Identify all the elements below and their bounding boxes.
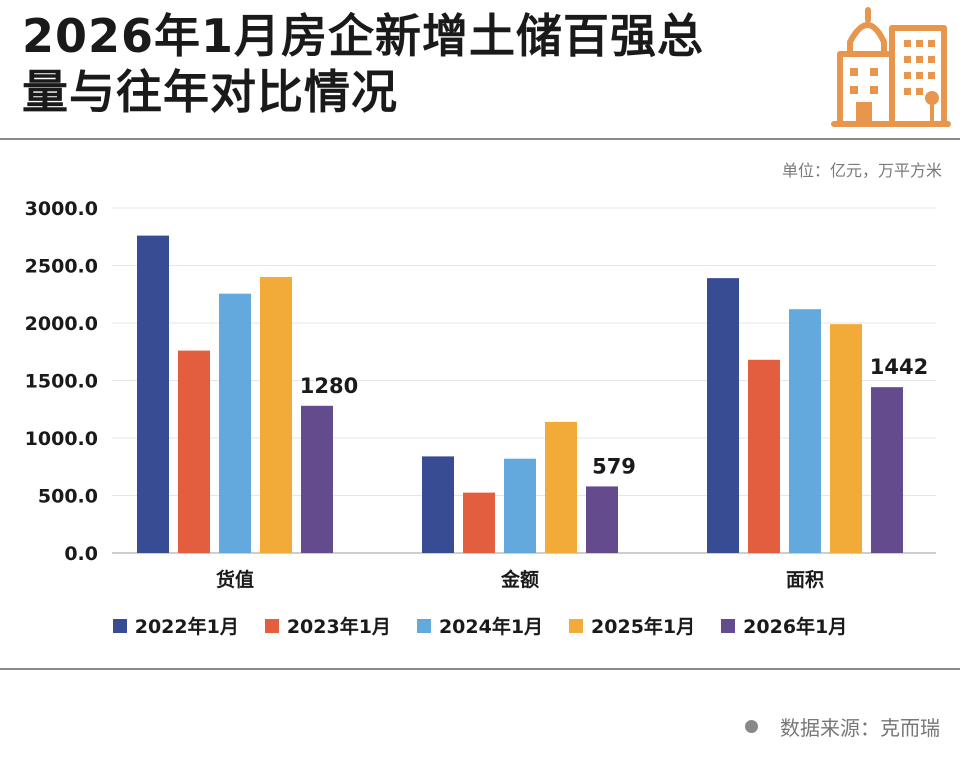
- bar: [463, 492, 495, 553]
- y-tick-label: 500.0: [38, 486, 98, 508]
- bar: [586, 486, 618, 553]
- chart-title: 2026年1月房企新增土储百强总 量与往年对比情况: [22, 8, 812, 120]
- legend-swatch: [112, 618, 127, 633]
- y-tick-label: 1000.0: [25, 428, 98, 450]
- source-text: 数据来源：克而瑞: [780, 716, 940, 740]
- legend-swatch: [721, 618, 736, 633]
- legend-swatch: [569, 618, 584, 633]
- y-tick-label: 2500.0: [25, 256, 98, 278]
- bar: [219, 293, 251, 553]
- legend-item: 2026年1月: [721, 612, 847, 639]
- x-tick-label: 金额: [500, 568, 539, 591]
- bar: [504, 458, 536, 553]
- bar: [178, 350, 210, 553]
- bar: [422, 456, 454, 553]
- y-tick-label: 1500.0: [25, 371, 98, 393]
- bar: [707, 278, 739, 553]
- y-tick-label: 3000.0: [25, 198, 98, 220]
- bullet-dot-icon: [745, 720, 758, 733]
- bar: [830, 324, 862, 553]
- data-label: 1280: [300, 374, 358, 398]
- bar-chart: 0.0 500.0 1000.0 1500.0 2000.0 2500.0 3000.0 货值…: [25, 198, 936, 591]
- unit-note: 单位：亿元，万平方米: [781, 161, 942, 180]
- bar: [789, 309, 821, 553]
- bar: [301, 405, 333, 553]
- bar: [260, 277, 292, 553]
- bar: [871, 387, 903, 553]
- legend-label: 2025年1月: [591, 616, 696, 638]
- legend-label: 2026年1月: [743, 616, 848, 638]
- source-note: 数据来源：克而瑞: [745, 712, 940, 741]
- legend-item: 2024年1月: [416, 612, 544, 639]
- bottom-divider: [0, 668, 960, 670]
- bar: [748, 359, 780, 553]
- legend-swatch: [416, 618, 431, 633]
- y-tick-label: 2000.0: [25, 313, 98, 335]
- top-divider: [0, 138, 960, 140]
- x-tick-label: 货值: [216, 568, 254, 591]
- legend-swatch: [264, 618, 279, 633]
- building-icon: [831, 7, 951, 127]
- legend-item: 2023年1月: [264, 612, 391, 639]
- title-line-1: 2026年1月房企新增土储百强总: [22, 9, 705, 63]
- legend-item: 2025年1月: [569, 612, 695, 639]
- title-line-2: 量与往年对比情况: [22, 65, 398, 119]
- legend-label: 2022年1月: [134, 616, 239, 638]
- legend-item: 2022年1月: [112, 612, 239, 639]
- data-label: 579: [592, 454, 636, 478]
- chart-legend: 2022年1月 2023年1月 2024年1月 2025年1月 2026年1月: [0, 612, 960, 639]
- legend-label: 2023年1月: [286, 616, 391, 638]
- x-tick-label: 面积: [786, 569, 824, 591]
- bar: [137, 235, 169, 553]
- data-label: 1442: [870, 355, 928, 379]
- y-tick-label: 0.0: [64, 543, 98, 565]
- legend-label: 2024年1月: [438, 616, 544, 638]
- bar: [545, 421, 577, 553]
